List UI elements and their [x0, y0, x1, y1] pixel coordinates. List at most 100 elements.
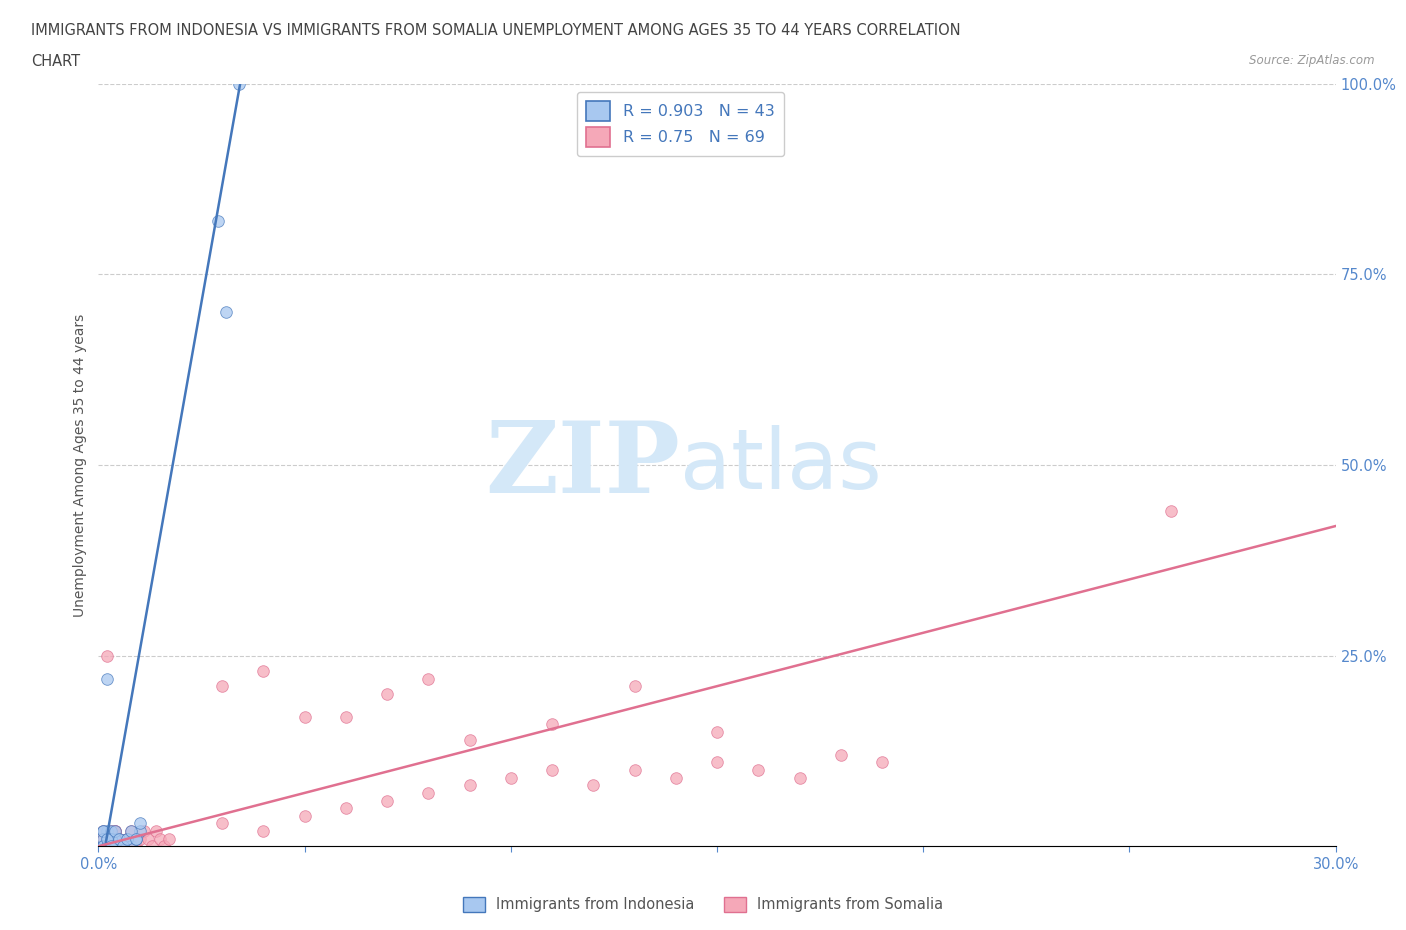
Point: [96, 839, 118, 854]
Point: [91, 839, 114, 854]
Point: [96, 839, 118, 854]
Point: [294, 808, 316, 823]
Point: [112, 839, 135, 854]
Point: [252, 824, 274, 839]
Point: [117, 831, 139, 846]
Point: [1160, 503, 1182, 518]
Point: [100, 839, 122, 854]
Point: [789, 770, 811, 785]
Point: [96, 824, 118, 839]
Point: [96, 839, 118, 854]
Point: [96, 839, 118, 854]
Point: [104, 824, 127, 839]
Point: [375, 686, 398, 701]
Point: [100, 839, 122, 854]
Point: [541, 763, 564, 777]
Point: [128, 831, 150, 846]
Point: [96, 831, 118, 846]
Point: [747, 763, 769, 777]
Point: [96, 671, 118, 686]
Point: [100, 831, 122, 846]
Point: [91, 839, 114, 854]
Point: [458, 732, 481, 747]
Point: [104, 824, 127, 839]
Point: [91, 831, 114, 846]
Point: [91, 839, 114, 854]
Point: [117, 831, 139, 846]
Point: [100, 839, 122, 854]
Point: [100, 831, 122, 846]
Point: [96, 831, 118, 846]
Point: [100, 839, 122, 854]
Point: [124, 839, 146, 854]
Point: [141, 839, 163, 854]
Point: [128, 816, 150, 830]
Point: [112, 839, 135, 854]
Point: [117, 831, 139, 846]
Point: [112, 839, 135, 854]
Point: [104, 839, 127, 854]
Point: [108, 831, 131, 846]
Point: [96, 648, 118, 663]
Point: [294, 710, 316, 724]
Point: [117, 831, 139, 846]
Point: [91, 839, 114, 854]
Point: [375, 793, 398, 808]
Text: ZIP: ZIP: [485, 417, 681, 513]
Point: [149, 831, 172, 846]
Point: [541, 717, 564, 732]
Point: [108, 831, 131, 846]
Point: [418, 786, 440, 801]
Point: [96, 831, 118, 846]
Point: [228, 76, 250, 91]
Point: [104, 824, 127, 839]
Point: [215, 305, 238, 320]
Point: [91, 824, 114, 839]
Point: [870, 755, 893, 770]
Legend: R = 0.903   N = 43, R = 0.75   N = 69: R = 0.903 N = 43, R = 0.75 N = 69: [576, 92, 785, 156]
Point: [153, 839, 176, 854]
Point: [145, 824, 167, 839]
Legend: Immigrants from Indonesia, Immigrants from Somalia: Immigrants from Indonesia, Immigrants fr…: [457, 891, 949, 918]
Point: [91, 824, 114, 839]
Point: [157, 831, 180, 846]
Point: [96, 839, 118, 854]
Point: [207, 214, 229, 229]
Point: [91, 839, 114, 854]
Point: [96, 831, 118, 846]
Point: [582, 777, 605, 792]
Point: [91, 839, 114, 854]
Point: [124, 831, 146, 846]
Point: [124, 831, 146, 846]
Point: [335, 710, 357, 724]
Point: [458, 777, 481, 792]
Point: [112, 839, 135, 854]
Point: [108, 831, 131, 846]
Point: [623, 679, 645, 694]
Point: [104, 824, 127, 839]
Point: [100, 824, 122, 839]
Point: [112, 839, 135, 854]
Point: [211, 816, 233, 830]
Point: [132, 824, 155, 839]
Point: [100, 824, 122, 839]
Point: [100, 839, 122, 854]
Point: [104, 831, 127, 846]
Point: [706, 755, 728, 770]
Point: [91, 831, 114, 846]
Point: [211, 679, 233, 694]
Point: [108, 831, 131, 846]
Point: [706, 724, 728, 739]
Point: [830, 748, 852, 763]
Point: [108, 839, 131, 854]
Point: [100, 839, 122, 854]
Point: [108, 831, 131, 846]
Point: [104, 839, 127, 854]
Point: [120, 824, 142, 839]
Point: [120, 839, 142, 854]
Text: IMMIGRANTS FROM INDONESIA VS IMMIGRANTS FROM SOMALIA UNEMPLOYMENT AMONG AGES 35 : IMMIGRANTS FROM INDONESIA VS IMMIGRANTS …: [31, 23, 960, 38]
Point: [335, 801, 357, 816]
Point: [623, 763, 645, 777]
Point: [418, 671, 440, 686]
Point: [128, 824, 150, 839]
